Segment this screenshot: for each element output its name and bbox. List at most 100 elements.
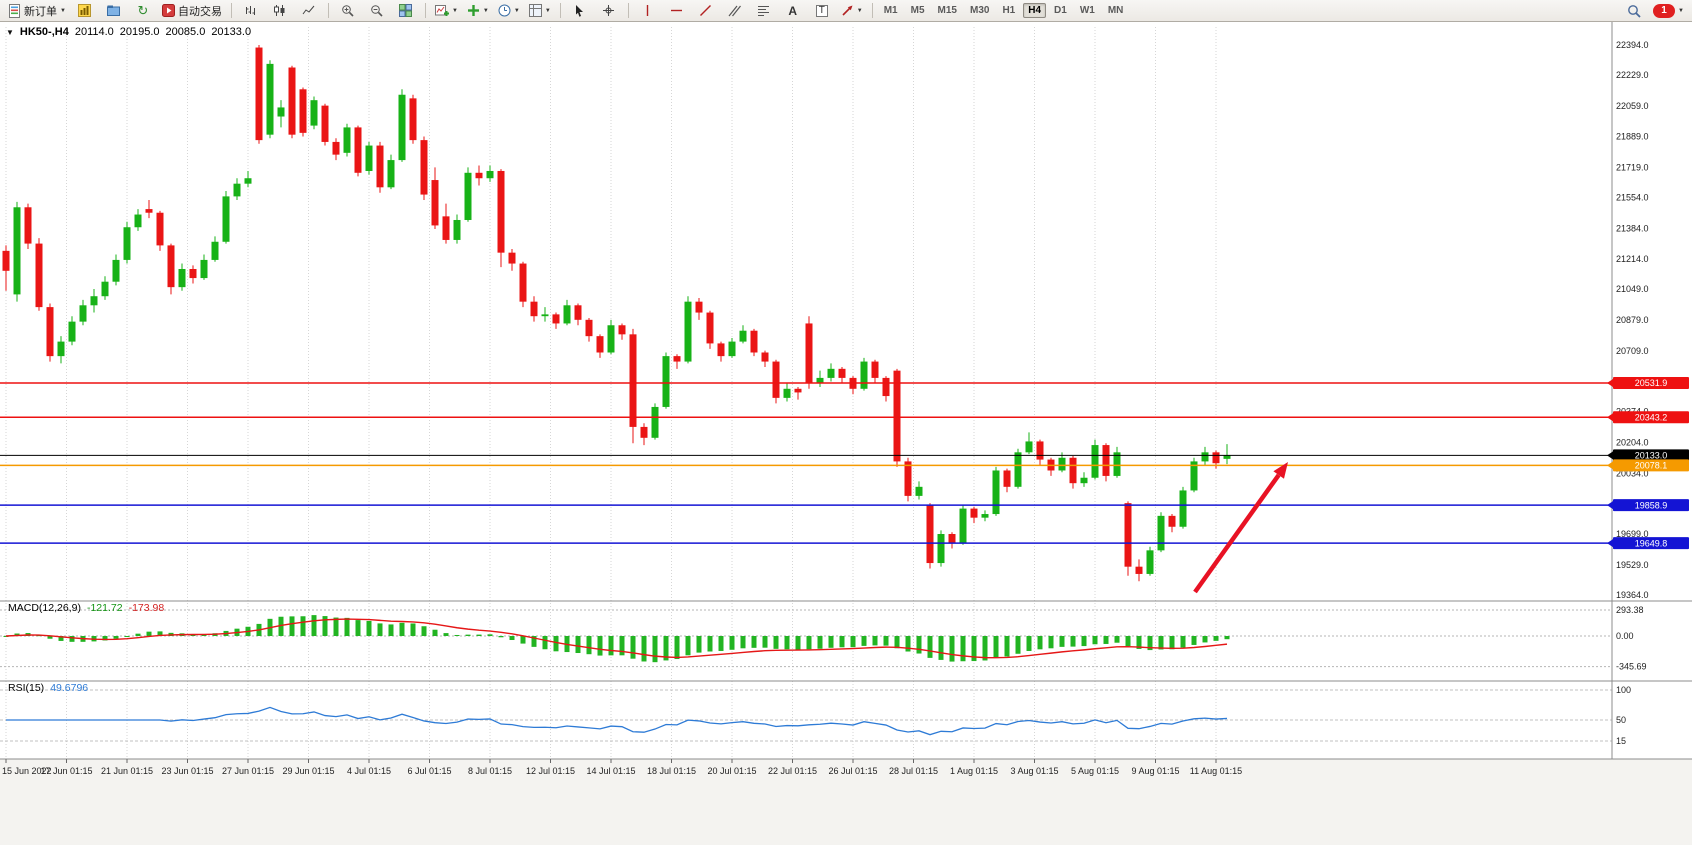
refresh-button[interactable]: ↻ (129, 1, 157, 21)
new-order-button[interactable]: 新订单 ▼ (4, 1, 70, 21)
tab-timeframe-M1[interactable]: M1 (883, 5, 898, 16)
svg-text:20078.1: 20078.1 (1635, 461, 1668, 471)
chevron-down-icon: ▼ (856, 7, 863, 14)
svg-text:27 Jun 01:15: 27 Jun 01:15 (222, 766, 274, 776)
tab-timeframe-M15[interactable]: M15 (937, 5, 957, 16)
label-tool-button[interactable]: T (808, 1, 836, 21)
zoom-out-button[interactable] (363, 1, 391, 21)
market-watch-button[interactable] (71, 1, 99, 21)
arrow-shape-icon (842, 5, 853, 16)
svg-text:19858.9: 19858.9 (1635, 500, 1668, 510)
tab-timeframe-M5[interactable]: M5 (910, 5, 925, 16)
svg-text:21 Jun 01:15: 21 Jun 01:15 (101, 766, 153, 776)
crosshair-icon (603, 5, 615, 16)
tab-timeframe-M30[interactable]: M30 (969, 5, 990, 16)
svg-text:20879.0: 20879.0 (1616, 315, 1649, 325)
svg-text:4 Jul 01:15: 4 Jul 01:15 (347, 766, 391, 776)
svg-text:21889.0: 21889.0 (1616, 132, 1649, 142)
trend-arrow-annotation[interactable] (1193, 462, 1288, 594)
macd-signal-value: -173.98 (128, 602, 165, 614)
svg-text:21554.0: 21554.0 (1616, 192, 1649, 202)
price-axis[interactable]: 22394.0 22229.0 22059.0 21889.0 21719.0 21554… (1616, 40, 1649, 600)
fibonacci-tool-button[interactable] (750, 1, 778, 21)
tile-windows-icon (399, 4, 413, 17)
line-chart-mode-button[interactable] (295, 1, 323, 21)
chevron-down-icon: ▼ (1678, 7, 1684, 14)
svg-text:19529.0: 19529.0 (1616, 560, 1649, 570)
auto-trading-icon (161, 4, 175, 17)
zoom-in-button[interactable] (334, 1, 362, 21)
low-value: 20085.0 (165, 26, 206, 38)
search-icon (1628, 4, 1641, 18)
svg-text:21384.0: 21384.0 (1616, 223, 1649, 233)
indicators-button[interactable]: ▼ (463, 1, 493, 21)
open-value: 20114.0 (74, 26, 114, 38)
toolbar-separator (627, 3, 629, 18)
profiles-folder-icon (107, 5, 121, 16)
svg-text:293.38: 293.38 (1616, 605, 1644, 615)
svg-text:22229.0: 22229.0 (1616, 70, 1649, 80)
tab-timeframe-H1[interactable]: H1 (1002, 5, 1016, 16)
search-button[interactable] (1620, 1, 1648, 21)
macd-indicator-label: MACD(12,26,9) -121.72 -173.98 (8, 602, 164, 614)
cursor-tool-button[interactable] (566, 1, 594, 21)
templates-button[interactable]: ▼ (525, 1, 555, 21)
svg-text:11 Aug 01:15: 11 Aug 01:15 (1190, 766, 1242, 776)
vertical-line-tool-button[interactable] (634, 1, 662, 21)
panel-dividers (0, 22, 1692, 760)
tile-windows-button[interactable] (392, 1, 420, 21)
svg-text:19364.0: 19364.0 (1616, 590, 1649, 600)
chevron-down-icon: ▼ (482, 7, 489, 14)
auto-trading-button[interactable]: 自动交易 (158, 1, 226, 21)
channel-tool-button[interactable] (721, 1, 749, 21)
tab-timeframe-D1[interactable]: D1 (1054, 5, 1067, 16)
chevron-down-icon: ▼ (451, 7, 458, 14)
trendline-tool-button[interactable] (692, 1, 720, 21)
svg-text:14 Jul 01:15: 14 Jul 01:15 (586, 766, 635, 776)
time-axis-strip[interactable] (0, 759, 1692, 845)
profiles-button[interactable] (100, 1, 128, 21)
macd-main-value: -121.72 (86, 602, 123, 614)
line-chart-icon (303, 5, 315, 15)
new-chart-button[interactable]: ▼ (431, 1, 462, 21)
new-order-label: 新订单 (24, 5, 57, 18)
tab-timeframe-MN[interactable]: MN (1107, 5, 1124, 16)
notifications-button[interactable]: 1 ▼ (1649, 1, 1688, 21)
fibonacci-icon (758, 6, 770, 16)
candlestick-mode-button[interactable] (266, 1, 294, 21)
macd-signal-line (5, 618, 1228, 659)
collapse-ohlc-icon[interactable]: ▼ (6, 27, 14, 37)
svg-text:20034.0: 20034.0 (1616, 468, 1649, 478)
tab-timeframe-W1[interactable]: W1 (1079, 5, 1095, 16)
candlestick-series (2, 45, 1231, 582)
periods-button[interactable]: ▼ (494, 1, 524, 21)
shapes-tool-button[interactable]: ▼ (837, 1, 867, 21)
new-chart-icon (434, 5, 449, 16)
rsi-name: RSI(15) (8, 682, 45, 694)
horizontal-line-icon (671, 9, 683, 12)
chevron-down-icon: ▼ (513, 7, 520, 14)
trendline-icon (700, 5, 712, 16)
crosshair-tool-button[interactable] (595, 1, 623, 21)
svg-text:0.00: 0.00 (1616, 631, 1634, 641)
svg-text:6 Jul 01:15: 6 Jul 01:15 (407, 766, 451, 776)
tab-timeframe-H4[interactable]: H4 (1023, 3, 1047, 18)
svg-text:8 Jul 01:15: 8 Jul 01:15 (468, 766, 512, 776)
indicators-plus-icon (467, 5, 479, 16)
clock-icon (498, 4, 511, 17)
bar-chart-mode-button[interactable] (237, 1, 265, 21)
close-value: 20133.0 (211, 26, 252, 38)
text-tool-button[interactable]: A (779, 1, 807, 21)
svg-text:29 Jun 01:15: 29 Jun 01:15 (282, 766, 334, 776)
svg-text:21049.0: 21049.0 (1616, 284, 1649, 294)
new-order-icon (9, 3, 20, 18)
horizontal-line-tool-button[interactable] (663, 1, 691, 21)
svg-text:15: 15 (1616, 736, 1626, 746)
chart-canvas[interactable]: 22394.0 22229.0 22059.0 21889.0 21719.0 21554… (0, 22, 1692, 845)
svg-text:18 Jul 01:15: 18 Jul 01:15 (647, 766, 696, 776)
svg-text:22059.0: 22059.0 (1616, 101, 1649, 111)
chart-ohlc-header: ▼ HK50-,H4 20114.0 20195.0 20085.0 20133… (6, 26, 251, 38)
macd-name: MACD(12,26,9) (8, 602, 81, 614)
